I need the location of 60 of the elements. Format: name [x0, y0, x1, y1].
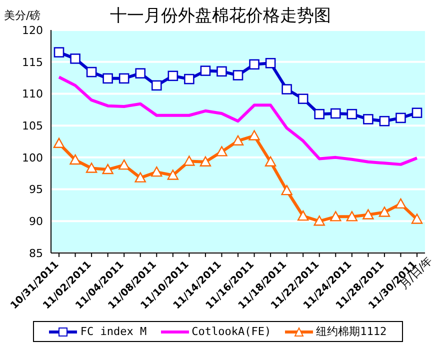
point [232, 135, 244, 146]
y-tick-label: 85 [29, 246, 43, 260]
point [378, 206, 390, 217]
point [118, 159, 130, 170]
point [200, 156, 212, 166]
point [151, 166, 162, 177]
point [168, 70, 178, 82]
line-series [58, 76, 418, 166]
y-tick-label: 110 [22, 88, 43, 101]
point [86, 66, 97, 78]
point [86, 162, 98, 173]
point [264, 156, 276, 166]
y-tick-label: 115 [22, 56, 43, 69]
point [330, 211, 342, 222]
point [151, 80, 162, 91]
point [297, 210, 309, 221]
point [102, 73, 113, 84]
point [314, 108, 325, 120]
y-tick-label: 105 [22, 119, 43, 132]
point [330, 108, 341, 119]
point [200, 66, 211, 76]
point [167, 170, 179, 180]
y-tick-label: 95 [29, 183, 43, 196]
point [265, 58, 276, 68]
point [346, 211, 358, 222]
point [135, 68, 146, 78]
y-axis-title: 美分/磅 [4, 8, 41, 23]
legend-label: 纽约棉期1112 [316, 324, 387, 339]
point [298, 94, 308, 104]
y-tick-label: 100 [22, 151, 43, 164]
point [411, 214, 423, 224]
point [216, 66, 227, 77]
point [362, 209, 374, 220]
point [232, 70, 244, 80]
point [314, 216, 325, 226]
y-tick-label: 120 [22, 24, 43, 37]
point [102, 164, 114, 174]
legend-label: CotlookA(FE) [192, 325, 272, 338]
point [70, 154, 81, 165]
point [282, 84, 292, 94]
point [53, 138, 65, 148]
point [363, 114, 374, 124]
chart-title: 十一月份外盘棉花价格走势图 [110, 6, 331, 26]
point [216, 146, 228, 156]
point [70, 54, 80, 64]
point [249, 59, 260, 70]
point [118, 73, 130, 84]
point [412, 108, 422, 118]
y-tick-label: 90 [29, 215, 43, 228]
point [54, 47, 64, 58]
point [134, 172, 146, 182]
point [184, 74, 194, 84]
point [395, 198, 406, 209]
point [396, 112, 406, 124]
legend-label: FC index M [80, 325, 147, 338]
point [248, 130, 260, 140]
point [281, 184, 292, 196]
point [379, 116, 390, 126]
point [184, 156, 195, 166]
point [346, 108, 358, 120]
